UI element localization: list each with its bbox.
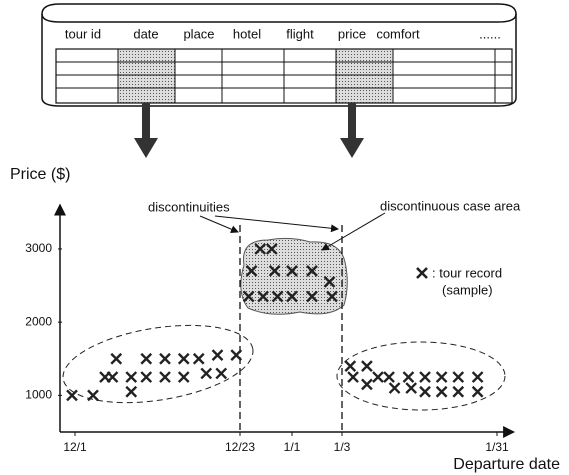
tour-record [254,243,267,255]
tour-record [242,290,255,303]
tour-record [372,371,384,383]
arrows [134,103,364,158]
tour-record [388,382,401,394]
tour-record [361,360,373,372]
tour-record [106,371,119,383]
x-axis-label: Departure date [453,456,560,473]
tour-record [471,385,484,398]
legend-label: : tour record [432,265,502,280]
x-tick-label: 12/23 [225,440,255,454]
tour-record [66,389,78,402]
case-area [240,237,348,315]
tour-record [286,265,298,277]
tour-record [257,290,269,303]
tour-record [177,352,190,365]
tour-record [323,276,336,288]
tour-record [326,290,338,303]
annotation: discontinuous case area [380,198,521,213]
tour-record [419,385,431,398]
annotation-arrows [199,212,386,251]
cluster-outline [336,341,506,411]
x-tick-label: 1/3 [334,440,351,454]
tour-record [452,371,465,383]
tour-record [344,360,357,372]
tour-record [87,389,99,402]
column-header: hotel [233,26,261,41]
y-tick-label: 2000 [25,314,52,328]
y-tick-label: 1000 [25,388,52,402]
tour-record [435,385,448,398]
x-tick-label: 1/31 [485,440,509,454]
tour-record [452,385,465,398]
cluster-outline [62,324,254,404]
tour-record [140,352,153,365]
tour-record [192,352,205,365]
tour-record [347,371,359,383]
tour-record [419,371,431,383]
tour-record [361,378,373,391]
x-tick-label: 12/1 [63,440,87,454]
tour-record [159,352,171,365]
tour-record [110,352,123,365]
tour-record [471,371,484,383]
tour-record [383,371,395,383]
column-header: tour id [65,26,101,41]
tour-record [306,290,318,303]
tour-record [125,385,138,398]
y-axis-label: Price ($) [10,166,70,183]
column-header: date [133,26,158,41]
column-header: comfort [376,26,420,41]
annotation: discontinuities [148,199,230,214]
tour-record [140,371,153,383]
tour-record [306,265,318,277]
column-header: price [338,26,366,41]
tour-record [177,371,190,383]
column-header: place [183,26,214,41]
tour-record [211,349,224,361]
tour-record [215,367,228,380]
tour-record [286,290,298,303]
database [41,3,517,107]
tour-record [159,371,171,383]
tour-record [271,290,284,303]
tour-record [268,265,281,277]
tour-record [230,349,243,361]
tour-record [245,265,258,277]
x-tick-label: 1/1 [284,440,301,454]
legend-marker [416,267,428,279]
tour-record [200,367,213,380]
column-header: ...... [479,26,501,41]
tour-record [125,371,138,383]
tour-record [402,371,415,383]
legend-note: (sample) [442,282,493,297]
y-tick-label: 3000 [25,241,52,255]
tour-record [265,243,278,255]
tour-record [405,382,418,394]
tour-record [435,371,448,383]
column-header: flight [286,26,314,41]
